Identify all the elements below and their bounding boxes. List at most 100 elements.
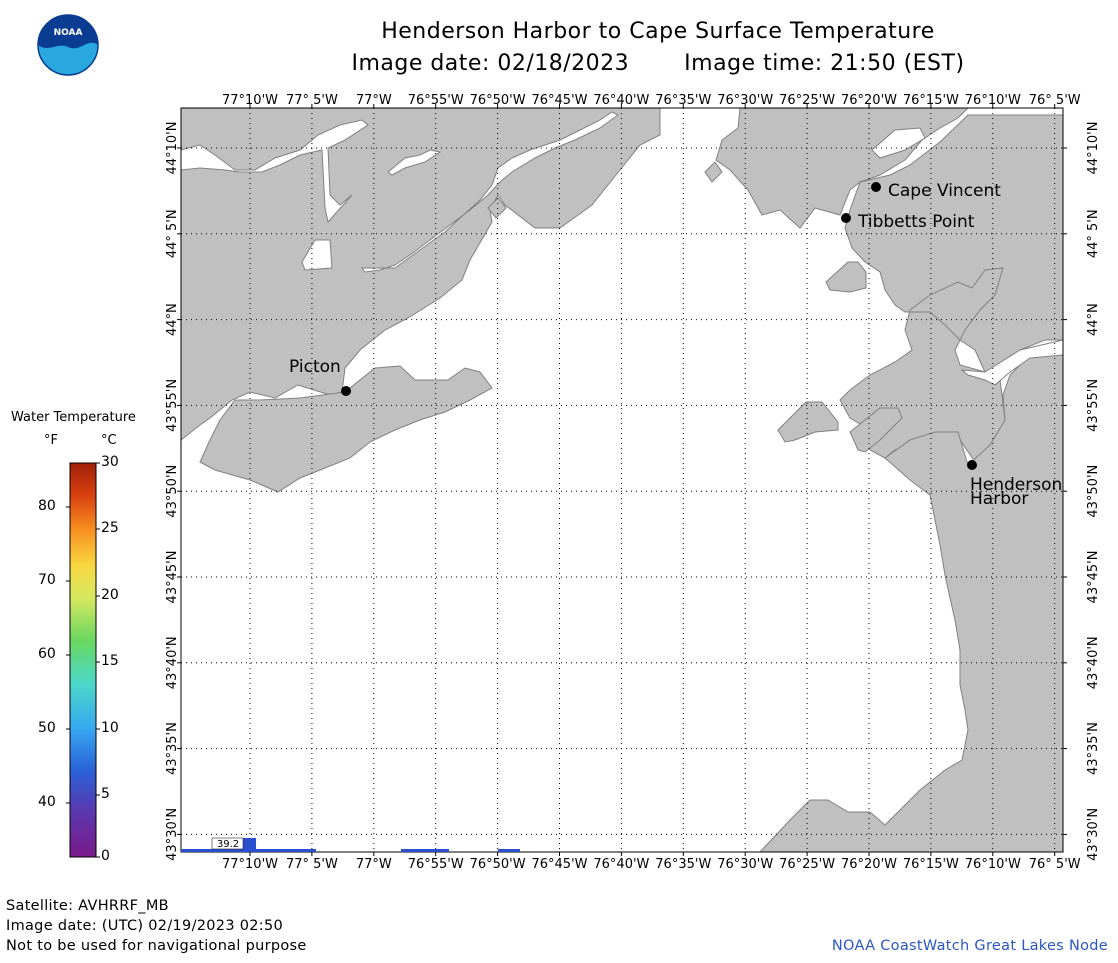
latitude-labels-right: 44°10'N 44° 5'N 44°N 43°55'N 43°50'N 43°45'N 4… — [1086, 122, 1101, 861]
map-frame — [180, 107, 1064, 853]
lon-label-top: 76°55'W — [408, 93, 464, 108]
label-cape-vincent: Cape Vincent — [888, 181, 1001, 201]
lat-label-right: 43°55'N — [1086, 379, 1101, 432]
label-picton: Picton — [289, 357, 341, 377]
c-tick-5: 5 — [101, 786, 110, 802]
lon-label-bottom: 76°40'W — [593, 857, 649, 872]
place-markers: Cape Vincent Tibbetts Point Picton Hende… — [289, 181, 1062, 509]
lat-label-left: 43°45'N — [165, 551, 180, 604]
lat-label-left: 43°40'N — [165, 636, 180, 689]
lon-label-top: 76°45'W — [531, 93, 587, 108]
unit-fahrenheit: °F — [44, 433, 58, 448]
lon-label-bottom: 76°15'W — [903, 857, 959, 872]
lat-label-right: 43°40'N — [1086, 636, 1101, 689]
land-new-york-east — [758, 339, 1064, 853]
lon-label-top: 76°50'W — [470, 93, 526, 108]
frame-ticks — [177, 104, 1067, 856]
land-prince-edward — [180, 107, 661, 442]
lat-label-left: 44°N — [165, 303, 180, 336]
image-date: Image date: 02/18/2023 — [351, 51, 630, 76]
temp-pixel-strip-3 — [498, 849, 520, 852]
c-tick-30: 30 — [101, 454, 119, 470]
lon-label-top: 76° 5'W — [1029, 93, 1081, 108]
marker-tibbetts-point[interactable] — [841, 213, 851, 223]
c-tick-15: 15 — [101, 653, 119, 669]
inlet-5 — [871, 127, 926, 159]
temperature-pixels: 39.2 — [181, 837, 520, 852]
lon-label-top: 76°20'W — [841, 93, 897, 108]
lat-label-left: 43°55'N — [165, 379, 180, 432]
lon-label-bottom: 76°35'W — [655, 857, 711, 872]
latitude-labels-left: 44°10'N 44° 5'N 44°N 43°55'N 43°50'N 43°45'N 4… — [165, 122, 180, 861]
f-tick-70: 70 — [38, 572, 56, 588]
lon-label-top: 76°30'W — [717, 93, 773, 108]
logo-text: NOAA — [54, 28, 83, 38]
satellite-info: Satellite: AVHRRF_MB — [6, 898, 169, 914]
lat-label-right: 43°50'N — [1086, 465, 1101, 518]
lat-label-left: 44° 5'N — [165, 209, 180, 258]
label-henderson-line1: Henderson — [970, 475, 1062, 495]
lat-label-right: 43°35'N — [1086, 722, 1101, 775]
lon-label-bottom: 76° 5'W — [1029, 857, 1081, 872]
lon-label-bottom: 76°55'W — [408, 857, 464, 872]
lat-label-left: 43°30'N — [165, 808, 180, 861]
lon-label-top: 76°10'W — [965, 93, 1021, 108]
lon-label-top: 76°35'W — [655, 93, 711, 108]
lon-label-bottom: 76°50'W — [470, 857, 526, 872]
lat-label-right: 44°10'N — [1086, 122, 1101, 175]
scale-ticks — [66, 462, 100, 858]
credit-link[interactable]: NOAA CoastWatch Great Lakes Node — [831, 938, 1108, 954]
f-tick-40: 40 — [38, 794, 56, 810]
label-tibbetts-point: Tibbetts Point — [857, 212, 975, 232]
map-view[interactable]: 77°10'W 77° 5'W 77°W 76°55'W 76°50'W 76°45'W 7… — [0, 0, 1118, 900]
lon-label-top: 76°15'W — [903, 93, 959, 108]
lon-label-bottom: 76°10'W — [965, 857, 1021, 872]
marker-picton[interactable] — [341, 386, 351, 396]
lon-label-top: 77°10'W — [222, 93, 278, 108]
land-picton-peninsula — [199, 365, 493, 493]
temperature-readout: 39.2 — [217, 839, 239, 850]
lat-label-right: 44°N — [1086, 303, 1101, 336]
f-tick-60: 60 — [38, 646, 56, 662]
image-time: Image time: 21:50 (EST) — [684, 51, 965, 76]
c-tick-10: 10 — [101, 720, 119, 736]
readout-box — [211, 837, 244, 850]
color-bar — [69, 462, 97, 858]
f-tick-80: 80 — [38, 498, 56, 514]
marker-henderson-harbor[interactable] — [967, 460, 977, 470]
disclaimer: Not to be used for navigational purpose — [6, 938, 307, 954]
inlet-3 — [301, 239, 333, 271]
inlet-2 — [361, 111, 619, 273]
lon-label-bottom: 76°45'W — [531, 857, 587, 872]
lon-label-bottom: 76°20'W — [841, 857, 897, 872]
f-tick-50: 50 — [38, 720, 56, 736]
lat-label-right: 43°45'N — [1086, 551, 1101, 604]
lat-label-left: 44°10'N — [165, 122, 180, 175]
unit-celsius: °C — [101, 433, 117, 448]
land-small-island-2 — [777, 401, 839, 443]
marker-cape-vincent[interactable] — [871, 182, 881, 192]
lon-label-bottom: 76°25'W — [779, 857, 835, 872]
c-tick-25: 25 — [101, 520, 119, 536]
c-tick-0: 0 — [101, 848, 110, 864]
longitude-labels-top: 77°10'W 77° 5'W 77°W 76°55'W 76°50'W 76°45'W 7… — [222, 93, 1081, 108]
lon-label-top: 77°W — [356, 93, 392, 108]
land-small-island-4 — [704, 161, 723, 183]
temp-pixel-strip-2 — [401, 849, 449, 852]
noaa-logo: NOAA — [37, 14, 99, 76]
lon-label-bottom: 76°30'W — [717, 857, 773, 872]
lon-label-bottom: 77°W — [356, 857, 392, 872]
lon-label-top: 76°25'W — [779, 93, 835, 108]
page-title: Henderson Harbor to Cape Surface Tempera… — [381, 19, 935, 44]
temp-pixel-highlight[interactable] — [243, 838, 256, 852]
graticule — [181, 108, 1063, 852]
image-datetime: Image date: 02/18/2023 Image time: 21:50… — [200, 51, 1116, 76]
utc-date: Image date: (UTC) 02/19/2023 02:50 — [6, 918, 284, 934]
color-scale — [66, 462, 100, 858]
lat-label-right: 44° 5'N — [1086, 209, 1101, 258]
inlet-4 — [387, 149, 442, 176]
longitude-labels-bottom: 77°10'W 77° 5'W 77°W 76°55'W 76°50'W 76°45'W 7… — [222, 857, 1081, 872]
lon-label-top: 77° 5'W — [286, 93, 338, 108]
lat-label-left: 43°35'N — [165, 722, 180, 775]
lon-label-bottom: 77°10'W — [222, 857, 278, 872]
